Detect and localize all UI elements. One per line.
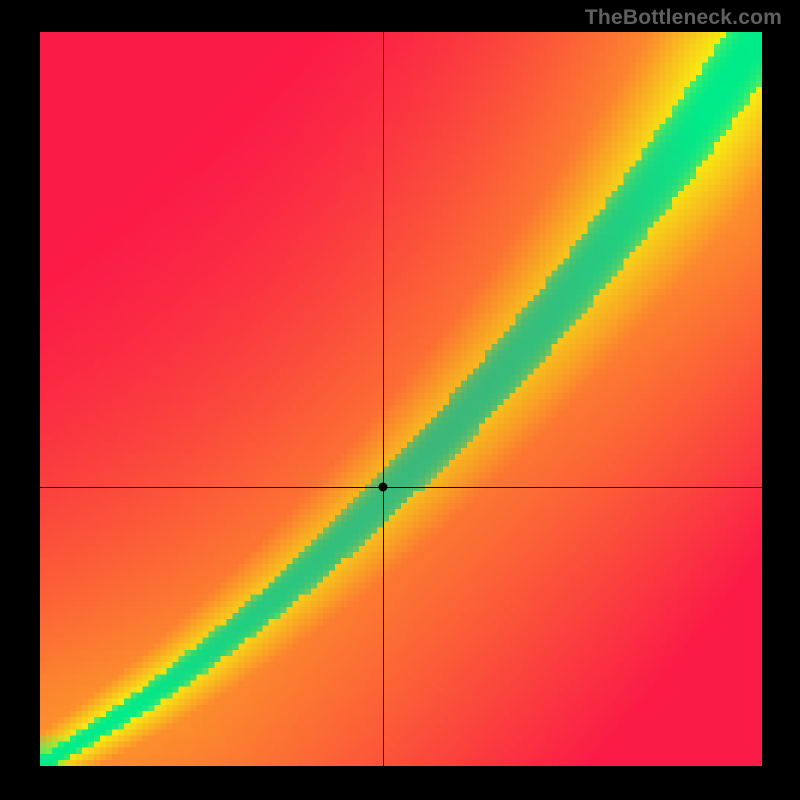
watermark-text: TheBottleneck.com: [585, 6, 782, 30]
crosshair-vertical: [383, 32, 384, 766]
crosshair-horizontal: [40, 487, 762, 488]
heatmap-canvas: [40, 32, 762, 766]
data-point-marker: [378, 483, 387, 492]
heatmap-plot: [40, 32, 762, 766]
chart-container: TheBottleneck.com: [0, 0, 800, 800]
